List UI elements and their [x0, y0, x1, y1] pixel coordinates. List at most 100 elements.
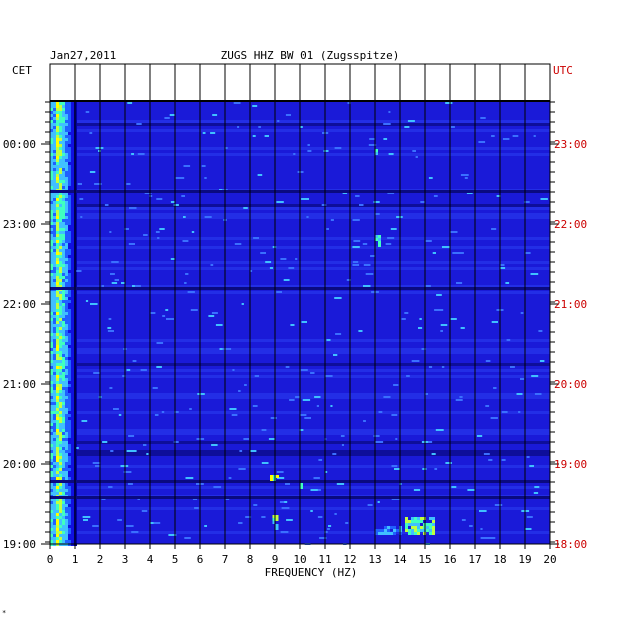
low-frequency-cell [62, 162, 65, 165]
low-frequency-cell [65, 318, 68, 321]
low-frequency-cell [71, 204, 74, 207]
spectrum-speck [534, 486, 540, 488]
y-tick-label-left: 22:00 [3, 298, 36, 311]
low-frequency-cell [71, 483, 74, 486]
low-frequency-cell [59, 165, 62, 168]
low-frequency-cell [53, 135, 56, 138]
low-frequency-cell [62, 540, 65, 543]
low-frequency-cell [59, 306, 62, 309]
low-frequency-cell [68, 168, 71, 171]
low-frequency-cell [62, 357, 65, 360]
spectrum-speck [253, 504, 258, 506]
low-frequency-cell [50, 243, 53, 246]
low-frequency-cell [50, 303, 53, 306]
low-frequency-cell [68, 192, 71, 195]
spectrum-speck [460, 174, 469, 176]
low-frequency-cell [50, 531, 53, 534]
low-frequency-cell [53, 171, 56, 174]
transient-event [378, 529, 381, 532]
spectrum-speck [422, 468, 427, 470]
low-frequency-cell [59, 246, 62, 249]
low-frequency-cell [62, 396, 65, 399]
low-frequency-cell [53, 141, 56, 144]
low-frequency-cell [56, 456, 59, 459]
low-frequency-cell [65, 462, 68, 465]
x-tick-label: 8 [247, 553, 254, 566]
low-frequency-cell [71, 411, 74, 414]
low-frequency-cell [53, 237, 56, 240]
low-frequency-cell [56, 501, 59, 504]
low-frequency-cell [50, 240, 53, 243]
low-frequency-cell [71, 156, 74, 159]
low-frequency-cell [50, 504, 53, 507]
low-frequency-cell [68, 438, 71, 441]
spectrum-speck [110, 450, 114, 452]
low-frequency-cell [68, 285, 71, 288]
spectrum-speck [359, 204, 364, 206]
low-frequency-cell [71, 135, 74, 138]
low-frequency-cell [59, 498, 62, 501]
low-frequency-cell [59, 237, 62, 240]
low-frequency-cell [65, 426, 68, 429]
low-frequency-cell [62, 273, 65, 276]
spectrum-speck [229, 408, 237, 410]
low-frequency-cell [56, 129, 59, 132]
low-frequency-cell [71, 111, 74, 114]
low-frequency-cell [50, 186, 53, 189]
low-frequency-cell [53, 162, 56, 165]
spectrum-speck [293, 153, 296, 155]
spectrum-speck [154, 414, 159, 416]
low-frequency-cell [62, 231, 65, 234]
low-frequency-cell [50, 342, 53, 345]
right-timezone-label: UTC [553, 64, 573, 77]
low-frequency-cell [71, 537, 74, 540]
spectrum-speck [460, 327, 465, 329]
low-frequency-cell [71, 429, 74, 432]
spectrum-speck [281, 507, 290, 509]
low-frequency-cell [56, 342, 59, 345]
spectrum-speck [388, 153, 394, 155]
low-frequency-cell [50, 135, 53, 138]
low-frequency-cell [59, 111, 62, 114]
low-frequency-cell [56, 279, 59, 282]
low-frequency-cell [50, 153, 53, 156]
low-frequency-cell [71, 465, 74, 468]
spectrum-speck [334, 513, 337, 515]
spectrum-speck [90, 303, 98, 305]
low-frequency-cell [59, 129, 62, 132]
transient-event [275, 518, 279, 521]
low-frequency-cell [56, 141, 59, 144]
spectrum-speck [109, 231, 112, 233]
low-frequency-cell [71, 294, 74, 297]
spectrum-speck [299, 429, 304, 431]
low-frequency-cell [62, 381, 65, 384]
low-frequency-cell [59, 219, 62, 222]
low-frequency-cell [56, 447, 59, 450]
low-frequency-cell [62, 117, 65, 120]
spectrum-speck [367, 504, 373, 506]
low-frequency-cell [59, 411, 62, 414]
low-frequency-cell [71, 150, 74, 153]
low-frequency-cell [53, 486, 56, 489]
low-frequency-cell [65, 348, 68, 351]
spectrum-speck [132, 360, 137, 362]
low-frequency-cell [68, 234, 71, 237]
spectrum-speck [353, 240, 361, 242]
spectrum-speck [153, 522, 161, 524]
low-frequency-cell [62, 333, 65, 336]
low-frequency-cell [53, 222, 56, 225]
low-frequency-cell [56, 354, 59, 357]
spectrum-speck [452, 252, 457, 254]
spectrum-speck [524, 252, 531, 254]
low-frequency-cell [62, 390, 65, 393]
spectrum-speck [238, 522, 243, 524]
low-frequency-cell [62, 312, 65, 315]
spectrum-speck [502, 138, 510, 140]
spectrum-speck [425, 240, 432, 242]
low-frequency-cell [62, 174, 65, 177]
spectrum-speck [134, 285, 141, 287]
low-frequency-cell [50, 249, 53, 252]
low-frequency-cell [65, 537, 68, 540]
low-frequency-cell [50, 222, 53, 225]
low-frequency-cell [68, 444, 71, 447]
